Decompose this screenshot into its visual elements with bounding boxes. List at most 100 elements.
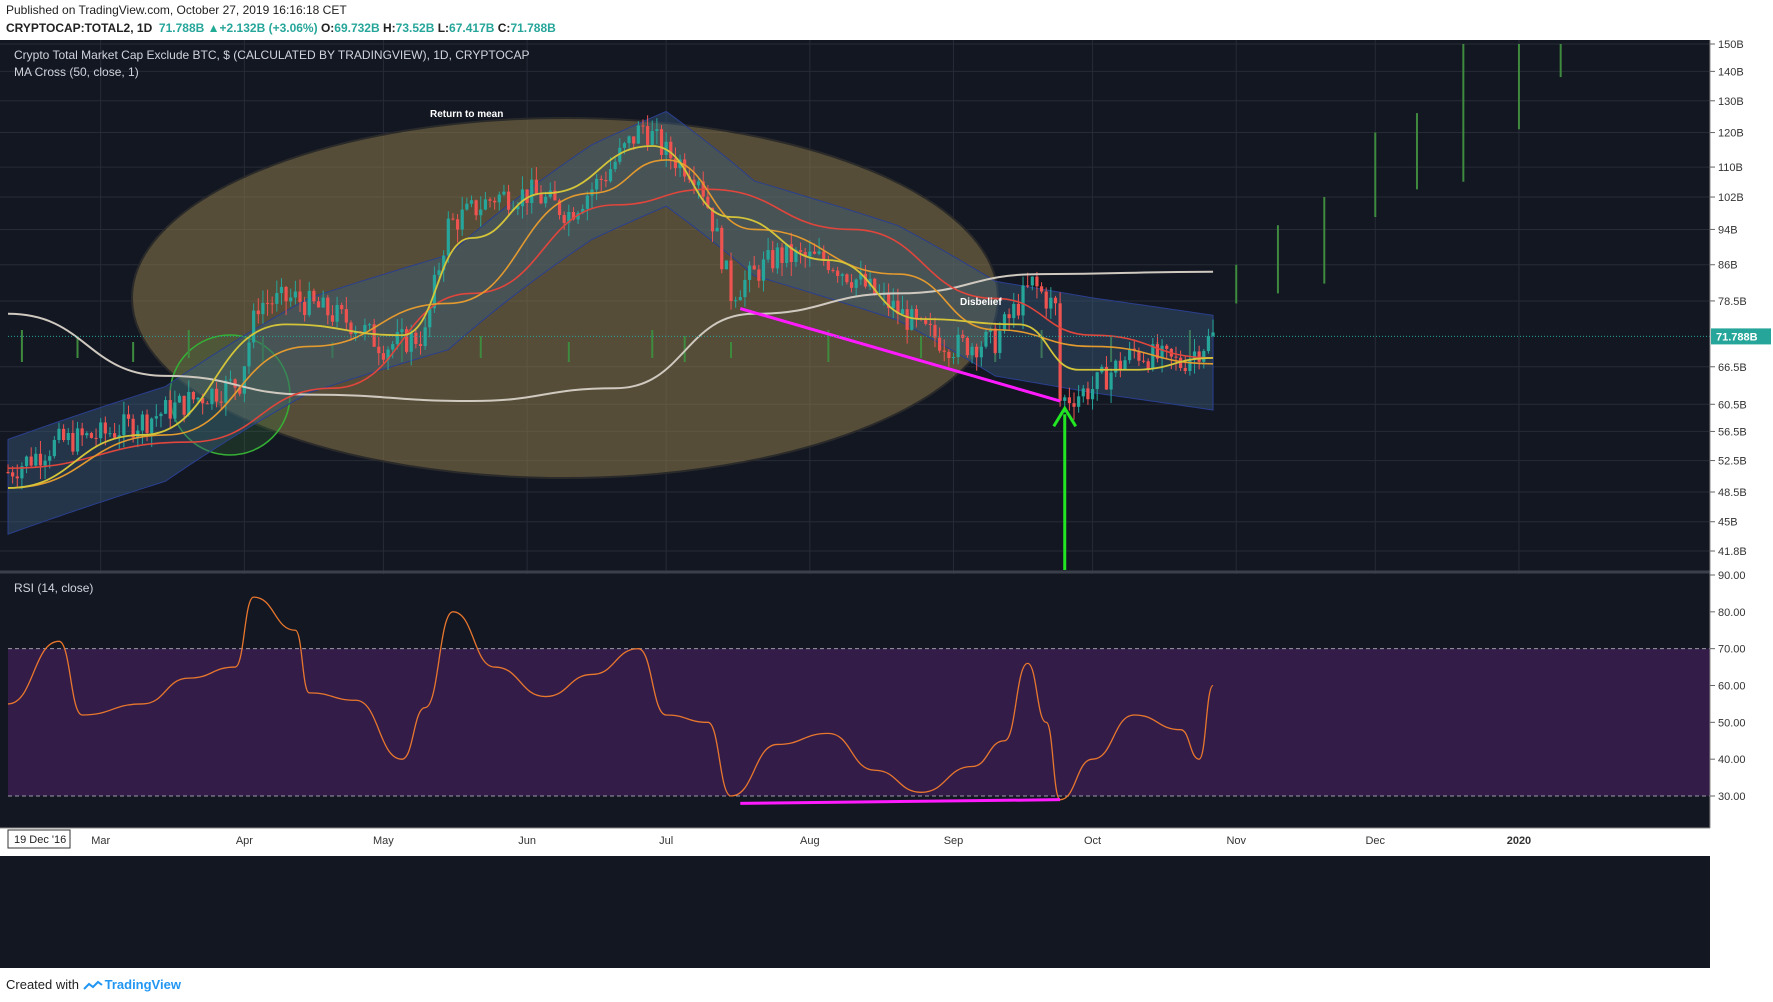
candle-body-242 (1128, 348, 1132, 361)
candle-158 (738, 290, 742, 301)
price-tick-label-3: 120B (1718, 128, 1744, 140)
candle-234 (1090, 376, 1095, 410)
candle-83 (391, 340, 395, 359)
candle-body-0 (6, 472, 10, 474)
candle-17 (85, 431, 89, 439)
candle-body-127 (595, 178, 599, 190)
candle-body-198 (924, 318, 928, 324)
candle-43 (205, 401, 209, 405)
candle-68 (321, 290, 325, 308)
candle-body-240 (1118, 360, 1122, 370)
candle-body-34 (163, 400, 168, 414)
candle-body-162 (757, 269, 761, 281)
candle-body-24 (117, 435, 121, 438)
candle-body-93 (437, 270, 441, 275)
candle-body-64 (303, 301, 307, 315)
tradingview-logo-icon (82, 980, 103, 990)
candle-183 (854, 278, 858, 297)
rsi-tick-label-2: 70.00 (1718, 644, 1746, 656)
rsi-tick-label-5: 40.00 (1718, 754, 1746, 766)
price-tick-label-10: 66.5B (1718, 362, 1747, 374)
brand-name[interactable]: TradingView (104, 977, 181, 992)
candle-161 (752, 255, 756, 270)
candle-32 (154, 404, 158, 427)
candle-body-89 (418, 343, 423, 347)
candle-body-121 (567, 211, 571, 223)
price-tick-label-5: 102B (1718, 192, 1744, 204)
candle-body-191 (891, 300, 895, 309)
candle-body-35 (168, 400, 172, 419)
candle-body-258 (1202, 351, 1206, 362)
candle-91 (428, 306, 432, 338)
open-label: O: (320, 21, 335, 35)
candle-body-62 (293, 291, 297, 298)
candle-46 (219, 391, 223, 410)
candle-106 (497, 191, 501, 211)
start-date-box (7, 829, 71, 849)
candle-153 (715, 218, 719, 232)
candle-body-161 (752, 265, 756, 270)
candle-246 (1146, 358, 1150, 373)
candle-body-26 (126, 414, 131, 419)
candle-49 (233, 378, 237, 401)
candle-235 (1095, 371, 1099, 401)
candle-body-112 (525, 189, 529, 203)
candle-body-39 (187, 391, 191, 415)
candle-body-199 (928, 323, 932, 325)
candle-136 (636, 121, 640, 144)
candle-body-82 (386, 349, 390, 360)
candle-body-256 (1192, 351, 1197, 360)
candle-body-148 (692, 179, 696, 186)
low-value: 67.417B (449, 21, 495, 35)
candle-body-59 (279, 286, 284, 294)
time-tick-label-6: Aug (800, 835, 820, 847)
candle-210 (979, 341, 983, 367)
candle-118 (553, 180, 557, 201)
candle-70 (330, 305, 335, 326)
price-tick-label-7: 86B (1718, 260, 1738, 272)
candle-65 (307, 281, 311, 318)
candle-body-158 (738, 297, 742, 301)
candle-172 (803, 247, 807, 268)
candle-body-135 (632, 136, 636, 144)
candle-body-65 (307, 290, 311, 315)
candle-62 (293, 280, 297, 305)
candle-21 (103, 416, 107, 446)
candle-body-115 (539, 193, 543, 204)
candle-body-79 (372, 324, 376, 347)
candle-body-106 (497, 194, 501, 203)
candle-167 (780, 243, 784, 277)
candle-53 (252, 303, 256, 349)
candle-113 (530, 168, 534, 214)
candle-98 (460, 196, 464, 236)
candle-23 (113, 423, 117, 440)
candle-body-175 (817, 251, 821, 254)
candle-207 (965, 336, 970, 358)
candle-body-257 (1197, 351, 1201, 362)
candle-107 (502, 184, 506, 196)
candle-73 (344, 296, 348, 331)
candle-body-193 (900, 309, 905, 315)
candle-body-84 (395, 332, 399, 345)
candle-88 (414, 327, 418, 349)
chart-canvas[interactable]: 150B 140B 130B 120B 110B 102B 94B 86B 78.5B 71.78… (0, 40, 1773, 970)
candle-201 (938, 327, 942, 353)
candle-227 (1058, 292, 1062, 407)
candle-154 (720, 225, 724, 274)
candle-179 (836, 266, 840, 283)
created-with: Created with (6, 977, 79, 992)
price-tick-label-14: 48.5B (1718, 487, 1747, 499)
price-tick-label-9: 71.788B (1716, 331, 1758, 343)
candle-body-47 (224, 380, 228, 403)
time-tick-label-8: Oct (1084, 835, 1101, 847)
candle-body-153 (715, 227, 719, 232)
candle-body-53 (252, 310, 256, 343)
right-axis-bg (1710, 40, 1773, 968)
candle-body-108 (506, 191, 511, 210)
candle-242 (1128, 341, 1132, 364)
candle-body-138 (646, 126, 650, 145)
candle-body-66 (312, 290, 316, 302)
price-tick-label-0: 150B (1718, 40, 1744, 51)
candle-body-2 (15, 476, 19, 479)
candle-40 (191, 391, 195, 404)
